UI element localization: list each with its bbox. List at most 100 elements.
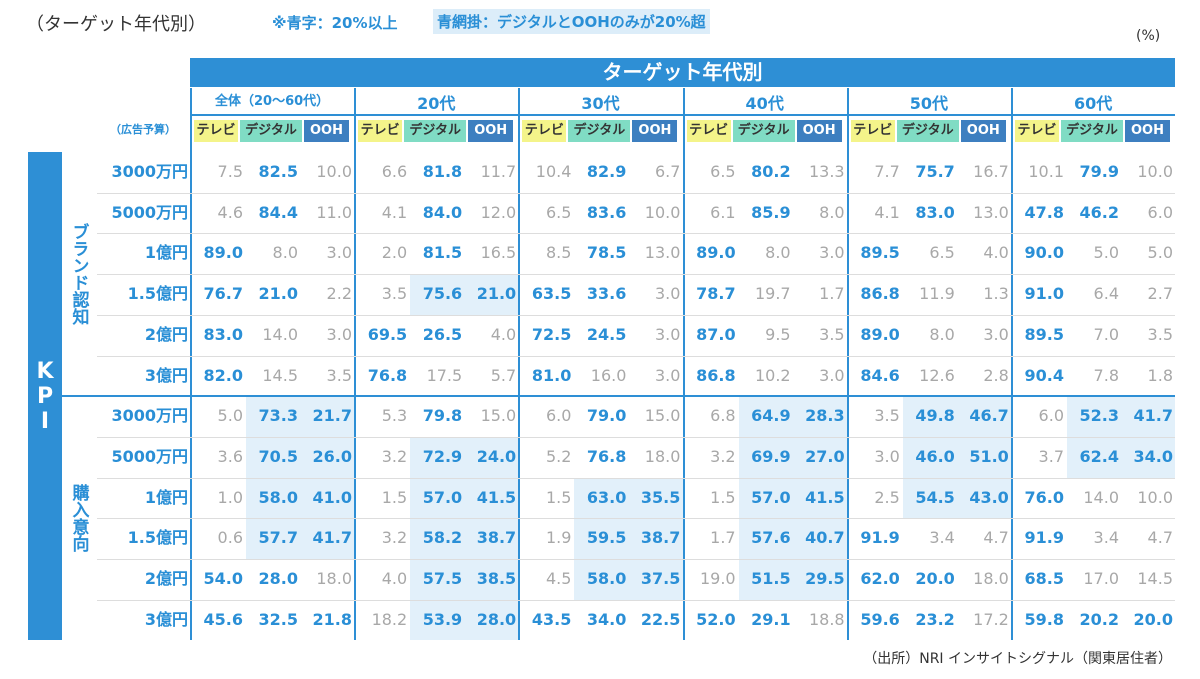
- cell: 8.0: [929, 324, 955, 344]
- cell: 80.2: [751, 162, 791, 181]
- cell: 2.7: [1147, 284, 1173, 304]
- media-badge: デジタル: [1061, 120, 1123, 142]
- cell: 5.0: [1093, 243, 1119, 263]
- shade: [246, 478, 355, 519]
- cell: 18.0: [973, 569, 1009, 588]
- shade: [410, 519, 519, 559]
- group-divider: [190, 88, 192, 640]
- media-badge: OOH: [304, 120, 349, 142]
- cell: 69.9: [751, 446, 791, 466]
- cell: 34.0: [586, 609, 627, 629]
- cell: 52.0: [696, 609, 736, 629]
- cell: 79.8: [422, 406, 463, 426]
- row-label: 3億円: [144, 365, 188, 385]
- row-divider: [97, 314, 1175, 316]
- cell: 13.3: [808, 162, 845, 181]
- cell: 86.8: [860, 284, 900, 304]
- cell: 6.5: [710, 162, 736, 181]
- row-label: 1.5億円: [127, 528, 188, 548]
- cell: 33.6: [586, 284, 627, 304]
- cell: 10.0: [644, 202, 681, 222]
- cell: 23.2: [915, 609, 955, 629]
- cell: 63.0: [586, 487, 627, 507]
- cell: 49.8: [915, 406, 955, 426]
- cell: 29.5: [805, 569, 845, 588]
- cell: 63.5: [531, 284, 572, 304]
- cell: 41.7: [1133, 406, 1173, 426]
- cell: 6.4: [1093, 284, 1119, 304]
- cell: 43.0: [969, 487, 1009, 507]
- row-label: 3000万円: [111, 162, 188, 181]
- cell: 7.0: [1093, 324, 1119, 344]
- cell: 21.0: [258, 284, 298, 304]
- media-badge: テレビ: [850, 120, 895, 142]
- cell: 5.7: [490, 365, 517, 385]
- group-header: 60代: [1073, 94, 1113, 113]
- cell: 14.0: [262, 324, 298, 344]
- cell: 3.0: [654, 284, 681, 304]
- row-label: 3000万円: [111, 406, 188, 426]
- row-label: 5000万円: [111, 202, 188, 222]
- shade: [738, 437, 847, 478]
- cell: 27.0: [805, 446, 845, 466]
- row-divider: [97, 233, 1175, 235]
- cell: 7.8: [1093, 365, 1119, 385]
- cell: 3.5: [819, 324, 845, 344]
- row-divider: [97, 355, 1175, 357]
- cell: 4.1: [874, 202, 900, 222]
- cell: 64.9: [751, 406, 791, 426]
- cell: 15.0: [480, 406, 517, 426]
- cell: 28.0: [476, 609, 517, 629]
- cell: 72.5: [531, 324, 572, 344]
- cell: 24.0: [476, 446, 517, 466]
- cell: 7.5: [217, 162, 243, 181]
- cell: 35.5: [640, 487, 681, 507]
- cell: 18.0: [644, 446, 681, 466]
- cell: 3.0: [874, 446, 900, 466]
- media-badge: デジタル: [732, 120, 795, 142]
- shade: [246, 519, 355, 559]
- shade: [410, 600, 519, 641]
- cell: 82.9: [586, 162, 627, 181]
- cell: 2.8: [983, 365, 1009, 385]
- cell: 84.4: [258, 202, 298, 222]
- cell: 14.5: [1137, 569, 1173, 588]
- cell: 21.8: [312, 609, 352, 629]
- cell: 59.6: [860, 609, 900, 629]
- row-divider: [97, 518, 1175, 520]
- group-header: 50代: [909, 94, 949, 113]
- cell: 40.7: [805, 528, 845, 548]
- group-header: 40代: [745, 94, 784, 113]
- cell: 26.5: [422, 324, 463, 344]
- cell: 57.0: [751, 487, 791, 507]
- cell: 38.7: [476, 528, 517, 548]
- cell: 45.6: [203, 609, 243, 629]
- cell: 58.0: [258, 487, 298, 507]
- cell: 3.5: [326, 365, 352, 385]
- cell: 17.0: [1083, 569, 1119, 588]
- cell: 87.0: [696, 324, 736, 344]
- cell: 81.5: [422, 243, 463, 263]
- cell: 72.9: [422, 446, 463, 466]
- cell: 3.0: [819, 243, 845, 263]
- cell: 34.0: [1133, 446, 1173, 466]
- cell: 1.8: [1147, 365, 1173, 385]
- cell: 5.3: [381, 406, 408, 426]
- cell: 3.6: [217, 446, 243, 466]
- cell: 17.2: [973, 609, 1009, 629]
- cell: 5.0: [1147, 243, 1173, 263]
- cell: 1.5: [381, 487, 408, 507]
- media-badge: OOH: [796, 120, 842, 142]
- shade: [574, 478, 683, 519]
- group-header: 全体（20～60代）: [215, 94, 330, 109]
- cell: 20.0: [1133, 609, 1173, 629]
- cell: 0.6: [217, 528, 243, 548]
- media-badge: OOH: [468, 120, 514, 142]
- cell: 58.0: [586, 569, 627, 588]
- cell: 20.0: [915, 569, 955, 588]
- cell: 10.4: [535, 162, 572, 181]
- cell: 75.7: [915, 162, 955, 181]
- row-label: 1.5億円: [127, 284, 188, 304]
- cell: 89.0: [860, 324, 900, 344]
- cell: 76.8: [586, 446, 627, 466]
